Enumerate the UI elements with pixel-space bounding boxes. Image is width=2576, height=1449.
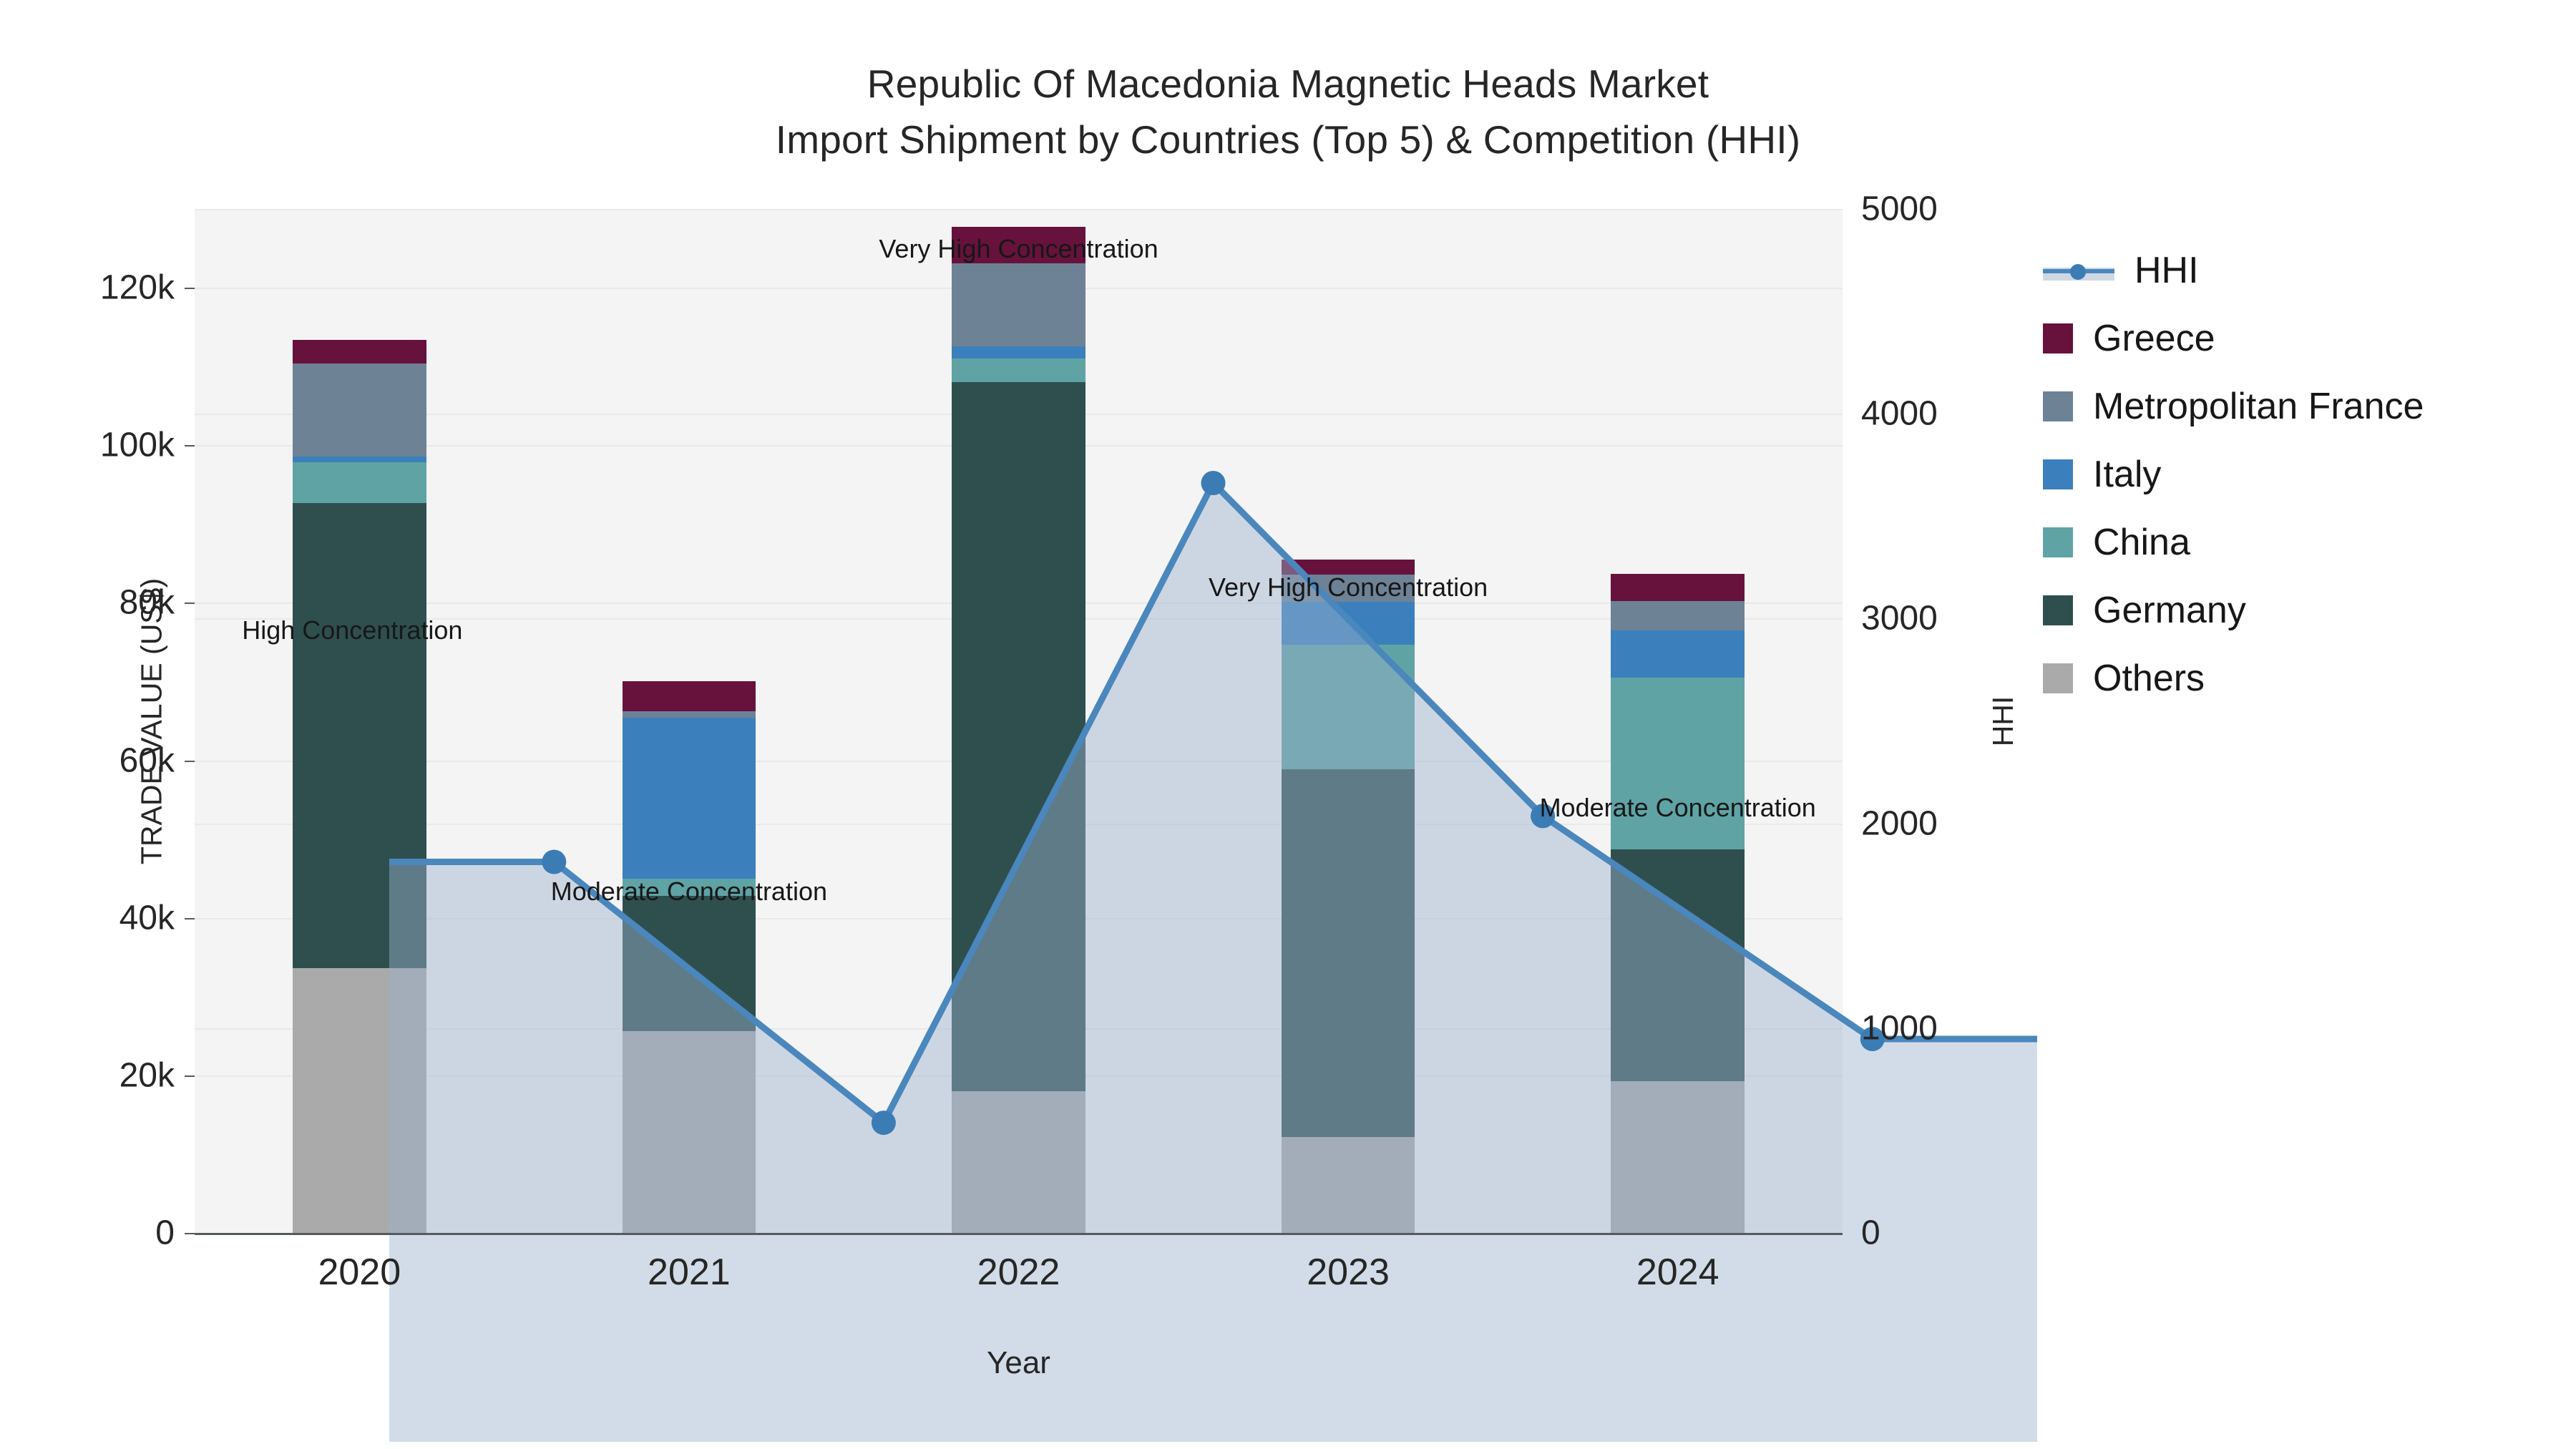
annotation-2024: Moderate Concentration [1539, 793, 1816, 823]
legend-swatch-icon [2043, 391, 2073, 421]
bar-segment-others-2020 [293, 968, 426, 1233]
hhi-area [389, 483, 2037, 1442]
annotation-2022: Very High Concentration [879, 234, 1158, 263]
x-axis-tick-2022: 2022 [977, 1252, 1060, 1293]
chart-title-line2: Import Shipment by Countries (Top 5) & C… [775, 117, 1801, 162]
legend-label: Others [2093, 657, 2205, 699]
y-axis-left-tick: 120k [99, 268, 175, 307]
legend-label: Metropolitan France [2093, 385, 2424, 427]
bar-segment-metropolitan-france-2022 [952, 263, 1085, 346]
y-axis-right-tick: 4000 [1861, 394, 1938, 433]
bar-segment-china-2020 [293, 462, 426, 503]
y-axis-left-tick-mark [185, 760, 195, 762]
legend-swatch-icon [2043, 323, 2073, 353]
legend-label: Germany [2093, 589, 2246, 631]
plot-area [195, 209, 2037, 1442]
bar-segment-others-2021 [622, 1031, 756, 1233]
legend: HHI Greece Metropolitan France Italy China Ge… [2043, 236, 2424, 712]
bar-segment-china-2021 [622, 878, 756, 896]
bar-segment-germany-2024 [1611, 849, 1745, 1081]
y-axis-left-tick: 20k [119, 1056, 175, 1095]
hhi-marker-2023 [1531, 804, 1556, 829]
y-axis-left-tick: 80k [119, 583, 175, 622]
bar-segment-greece-2020 [293, 339, 426, 364]
legend-item-italy[interactable]: Italy [2043, 440, 2424, 508]
bar-segment-china-2022 [952, 358, 1085, 383]
legend-item-china[interactable]: China [2043, 508, 2424, 576]
x-axis-tick-2023: 2023 [1307, 1252, 1390, 1293]
bar-segment-greece-2022 [952, 227, 1085, 263]
y-axis-right-label-wrap: HHI [1982, 209, 2025, 1233]
legend-label: Greece [2093, 317, 2215, 359]
y-axis-right-tick: 0 [1861, 1214, 1880, 1252]
bar-segment-metropolitan-france-2024 [1611, 601, 1745, 630]
legend-item-hhi[interactable]: HHI [2043, 236, 2424, 304]
bar-segment-greece-2023 [1281, 559, 1415, 575]
legend-label: China [2093, 521, 2190, 563]
y-axis-left-tick-mark [185, 602, 195, 605]
legend-item-others[interactable]: Others [2043, 644, 2424, 712]
hhi-line-layer [389, 471, 2037, 1442]
y-axis-left-tick-mark [185, 445, 195, 447]
hhi-marker-2021 [871, 1111, 896, 1136]
bar-segment-metropolitan-france-2021 [622, 711, 756, 718]
bar-segment-china-2024 [1611, 677, 1745, 849]
bar-segment-italy-2021 [622, 718, 756, 879]
bar-segment-others-2022 [952, 1091, 1085, 1233]
annotation-2023: Very High Concentration [1208, 572, 1488, 602]
hhi-marker-2022 [1201, 471, 1226, 496]
legend-label: Italy [2093, 453, 2162, 495]
legend-item-greece[interactable]: Greece [2043, 304, 2424, 372]
y-axis-left-tick-mark [185, 1233, 195, 1234]
y-axis-right-label: HHI [1986, 696, 2019, 746]
bar-segment-metropolitan-france-2020 [293, 363, 426, 457]
legend-item-germany[interactable]: Germany [2043, 576, 2424, 644]
bar-segment-greece-2024 [1611, 573, 1745, 602]
x-axis-tick-2021: 2021 [648, 1252, 731, 1293]
bar-segment-italy-2020 [293, 456, 426, 463]
annotation-2020: High Concentration [242, 615, 463, 645]
chart-title-line1: Republic Of Macedonia Magnetic Heads Mar… [867, 62, 1709, 106]
x-axis-line [195, 1233, 1843, 1235]
x-axis-tick-2024: 2024 [1636, 1252, 1719, 1293]
legend-item-metropolitan-france[interactable]: Metropolitan France [2043, 372, 2424, 440]
y-axis-right-tick: 1000 [1861, 1009, 1938, 1048]
bar-segment-italy-2024 [1611, 630, 1745, 678]
legend-line-marker-icon [2043, 255, 2114, 286]
x-axis-tick-2020: 2020 [318, 1252, 401, 1293]
legend-swatch-icon [2043, 459, 2073, 489]
y-axis-left-tick-mark [185, 1075, 195, 1077]
y-axis-left-tick-mark [185, 917, 195, 919]
hhi-marker-2024 [1860, 1027, 1885, 1052]
bar-segment-germany-2021 [622, 895, 756, 1032]
y-axis-left-label-wrap: TRADE VALUE (US$) [13, 209, 168, 1233]
bar-segment-germany-2020 [293, 502, 426, 969]
legend-label: HHI [2135, 249, 2199, 291]
gridline [195, 209, 1843, 210]
bar-segment-germany-2023 [1281, 769, 1415, 1137]
chart-title: Republic Of Macedonia Magnetic Heads Mar… [0, 56, 2576, 167]
legend-swatch-icon [2043, 663, 2073, 693]
annotation-2021: Moderate Concentration [550, 877, 828, 907]
bar-segment-greece-2021 [622, 681, 756, 712]
bar-segment-italy-2022 [952, 346, 1085, 359]
y-axis-left-label: TRADE VALUE (US$) [135, 577, 168, 864]
y-axis-left-tick: 100k [99, 426, 175, 464]
legend-swatch-icon [2043, 595, 2073, 625]
legend-swatch-icon [2043, 527, 2073, 557]
bar-segment-others-2023 [1281, 1136, 1415, 1233]
y-axis-left-tick: 40k [119, 899, 175, 937]
y-axis-left-tick: 0 [155, 1214, 175, 1252]
y-axis-right-tick: 3000 [1861, 599, 1938, 638]
y-axis-left-tick: 60k [119, 741, 175, 780]
bar-segment-metropolitan-france-2023 [1281, 574, 1415, 602]
y-axis-left-tick-mark [185, 288, 195, 290]
x-axis-label: Year [987, 1345, 1050, 1380]
hhi-marker-2020 [542, 849, 567, 874]
bar-segment-germany-2022 [952, 382, 1085, 1091]
bar-segment-others-2024 [1611, 1080, 1745, 1233]
y-axis-right-tick: 5000 [1861, 190, 1938, 228]
y-axis-right-tick: 2000 [1861, 804, 1938, 843]
